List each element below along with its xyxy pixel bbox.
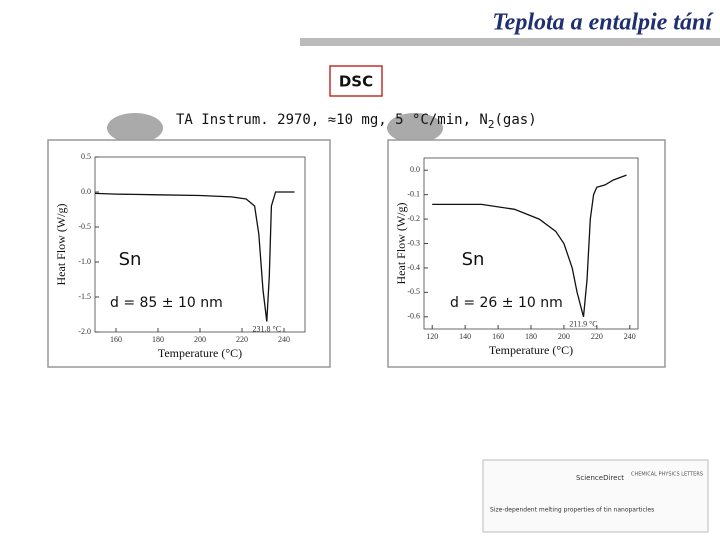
sample-label: Sn — [462, 249, 485, 270]
journal-thumbnail — [482, 459, 709, 533]
method: DSC — [339, 73, 373, 91]
decor-oval — [107, 113, 163, 143]
sample-label: Sn — [119, 249, 142, 270]
x-tick-label: 200 — [558, 332, 570, 341]
y-tick-label: -0.6 — [407, 312, 420, 321]
y-tick-label: -0.1 — [407, 189, 420, 198]
x-tick-label: 240 — [624, 332, 636, 341]
journal-source: ScienceDirect — [576, 474, 624, 482]
x-tick-label: 180 — [152, 335, 164, 344]
x-tick-label: 220 — [236, 335, 248, 344]
peak-label: 211.9 °C — [569, 320, 597, 329]
conditions: TA Instrum. 2970, ≈10 mg, 5 °C/min, N2(g… — [176, 112, 537, 131]
y-tick-label: -0.5 — [78, 222, 91, 231]
x-tick-label: 180 — [525, 332, 537, 341]
x-tick-label: 120 — [426, 332, 438, 341]
conditions-tail: (gas) — [495, 112, 537, 128]
y-tick-label: -1.5 — [78, 292, 91, 301]
y-tick-label: -0.4 — [407, 263, 420, 272]
conditions-main: TA Instrum. 2970, ≈10 mg, 5 °C/min, N — [176, 112, 488, 128]
size-label: d = 85 ± 10 nm — [110, 295, 223, 311]
y-axis-label: Heat Flow (W/g) — [54, 204, 68, 286]
size-label: d = 26 ± 10 nm — [450, 295, 563, 311]
y-tick-label: -0.3 — [407, 238, 420, 247]
y-axis-label: Heat Flow (W/g) — [394, 203, 408, 285]
y-tick-label: 0.0 — [81, 187, 91, 196]
x-tick-label: 160 — [110, 335, 122, 344]
x-tick-label: 160 — [492, 332, 504, 341]
y-tick-label: 0.0 — [410, 165, 420, 174]
x-axis-label: Temperature (°C) — [158, 346, 242, 360]
method-box — [329, 65, 383, 97]
y-tick-label: 0.5 — [81, 152, 91, 161]
x-tick-label: 240 — [278, 335, 290, 344]
peak-label: 231.8 °C — [253, 324, 282, 333]
dsc-curve — [432, 174, 627, 317]
y-tick-label: -2.0 — [78, 327, 91, 336]
journal-article: Size-dependent melting properties of tin… — [490, 507, 654, 514]
x-tick-label: 220 — [591, 332, 603, 341]
x-tick-label: 200 — [194, 335, 206, 344]
y-tick-label: -0.5 — [407, 287, 420, 296]
slide-title: Teplota a entalpie tání — [492, 10, 714, 36]
x-axis-label: Temperature (°C) — [489, 343, 573, 357]
y-tick-label: -0.2 — [407, 214, 420, 223]
journal-name: CHEMICAL PHYSICS LETTERS — [631, 472, 703, 478]
y-tick-label: -1.0 — [78, 257, 91, 266]
decor-oval — [387, 113, 443, 143]
dsc-curve — [94, 191, 295, 322]
conditions-sub: 2 — [488, 118, 495, 131]
title-bar — [300, 38, 720, 46]
x-tick-label: 140 — [459, 332, 471, 341]
